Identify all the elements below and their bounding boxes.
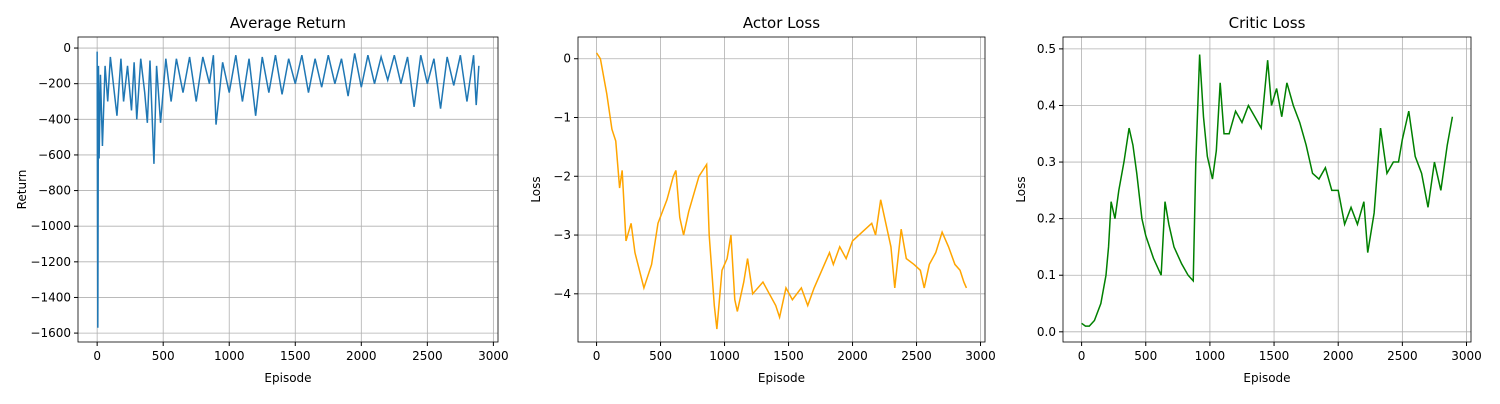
x-axis-label: Episode: [1243, 371, 1290, 385]
x-tick-label: 1000: [709, 349, 740, 363]
x-axis-label: Episode: [758, 371, 805, 385]
x-tick-label: 0: [1078, 349, 1086, 363]
y-tick-label: −1000: [30, 219, 71, 233]
x-tick-label: 500: [649, 349, 672, 363]
x-axis-label: Episode: [264, 371, 311, 385]
y-tick-label: −1400: [30, 290, 71, 304]
y-tick-label: 0.3: [1037, 155, 1056, 169]
x-tick-label: 3000: [1451, 349, 1482, 363]
y-axis-label: Return: [15, 170, 29, 210]
y-tick-label: 0: [563, 52, 571, 66]
x-tick-label: 1500: [280, 349, 311, 363]
y-axis-label: Loss: [529, 176, 543, 202]
x-tick-label: 0: [93, 349, 101, 363]
x-tick-label: 1500: [1259, 349, 1290, 363]
subplot: Actor Loss 0 500 1000 1500 2000 2500 3000 −4 −3 −2…: [529, 14, 996, 385]
y-tick-label: −1: [553, 111, 571, 125]
y-tick-label: −200: [38, 77, 71, 91]
y-tick-label: −4: [553, 287, 571, 301]
subplot: Average Return 0 500 1000 1500 2000 2500 3000 −1…: [15, 14, 509, 385]
chart-title: Average Return: [230, 14, 346, 32]
y-tick-label: 0.2: [1037, 212, 1056, 226]
x-tick-label: 3000: [965, 349, 996, 363]
y-tick-label: 0.5: [1037, 42, 1056, 56]
y-tick-label: −1200: [30, 255, 71, 269]
y-tick-label: 0.0: [1037, 325, 1056, 339]
x-tick-label: 3000: [478, 349, 509, 363]
x-tick-label: 500: [1134, 349, 1157, 363]
x-tick-label: 2500: [901, 349, 932, 363]
y-tick-label: −3: [553, 228, 571, 242]
y-tick-label: 0.4: [1037, 98, 1056, 112]
x-tick-label: 2000: [1323, 349, 1354, 363]
x-tick-label: 0: [593, 349, 601, 363]
axes-frame: [577, 36, 986, 343]
data-line: [96, 51, 480, 328]
x-tick-label: 1000: [214, 349, 245, 363]
y-tick-label: −800: [38, 184, 71, 198]
data-line: [1081, 54, 1454, 327]
x-tick-label: 1000: [1195, 349, 1226, 363]
x-tick-label: 500: [152, 349, 175, 363]
x-tick-label: 1500: [773, 349, 804, 363]
chart-title: Critic Loss: [1229, 14, 1306, 32]
subplot: Critic Loss 0 500 1000 1500 2000 2500 3000 0.0 0.…: [1014, 14, 1482, 385]
y-tick-label: 0: [63, 41, 71, 55]
axes-frame: [77, 36, 499, 343]
y-tick-label: −600: [38, 148, 71, 162]
y-axis-label: Loss: [1014, 176, 1028, 202]
y-tick-label: 0.1: [1037, 268, 1056, 282]
x-tick-label: 2000: [346, 349, 377, 363]
data-line: [595, 52, 968, 330]
chart-title: Actor Loss: [743, 14, 820, 32]
y-tick-label: −2: [553, 169, 571, 183]
axes-frame: [1062, 36, 1472, 343]
x-tick-label: 2500: [412, 349, 443, 363]
x-tick-label: 2000: [837, 349, 868, 363]
y-tick-label: −400: [38, 112, 71, 126]
y-tick-label: −1600: [30, 326, 71, 340]
x-tick-label: 2500: [1387, 349, 1418, 363]
